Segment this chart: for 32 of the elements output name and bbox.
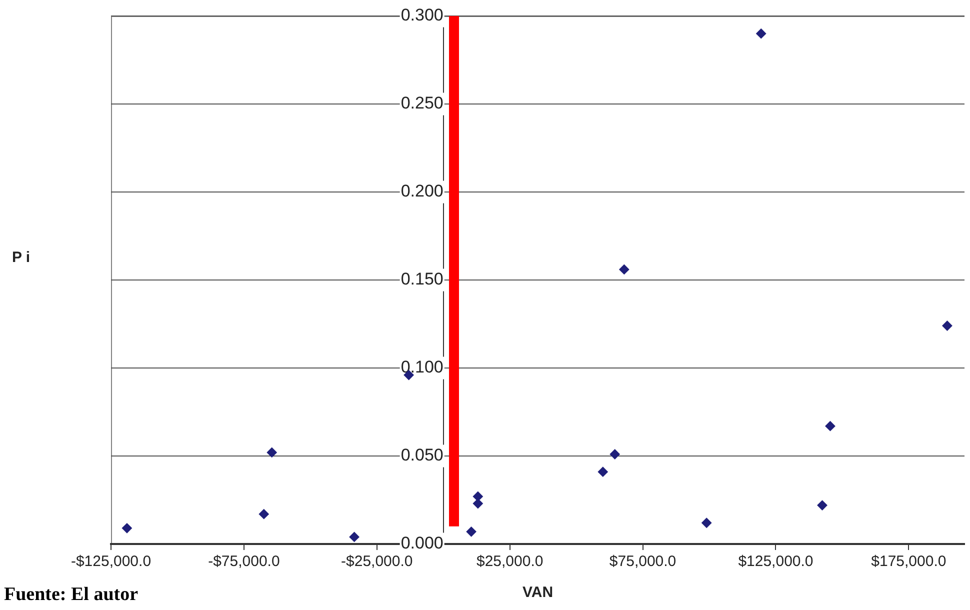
y-tick-label: 0.300 xyxy=(400,6,444,25)
y-tick-label: 0.000 xyxy=(400,534,444,553)
y-tick-label: 0.200 xyxy=(400,182,444,201)
point xyxy=(942,320,952,331)
point xyxy=(610,449,620,460)
point xyxy=(472,498,483,509)
point xyxy=(702,518,712,528)
point xyxy=(825,421,836,432)
point xyxy=(466,526,476,537)
x-tick-label: $25,000.0 xyxy=(476,553,544,570)
y-tick-label: 0.050 xyxy=(400,446,444,465)
x-axis-title: VAN xyxy=(522,584,554,602)
point xyxy=(756,28,766,39)
x-tick-label: -$125,000.0 xyxy=(70,553,152,570)
x-tick-label: $125,000.0 xyxy=(738,553,814,570)
x-tick-label: $175,000.0 xyxy=(871,553,946,570)
y-tick-label: 0.150 xyxy=(400,270,444,289)
y-tick-label: 0.250 xyxy=(400,94,444,113)
point xyxy=(598,466,608,477)
point xyxy=(349,532,360,542)
point xyxy=(817,500,828,510)
x-tick-label: $75,000.0 xyxy=(609,553,676,570)
point xyxy=(258,509,269,520)
point xyxy=(619,264,630,274)
y-tick-label: 0.100 xyxy=(400,358,444,377)
x-tick-label: -$25,000.0 xyxy=(341,553,413,570)
x-tick-label: -$75,000.0 xyxy=(208,553,280,570)
point xyxy=(122,523,132,534)
point xyxy=(472,491,483,502)
y-axis-title: P i xyxy=(12,249,30,266)
source-note: Fuente: El autor xyxy=(4,584,138,606)
point xyxy=(266,447,277,458)
